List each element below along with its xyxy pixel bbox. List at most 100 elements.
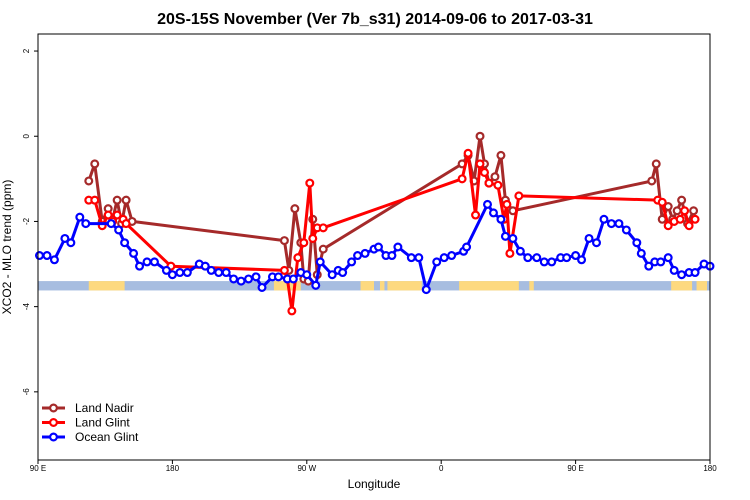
data-point <box>244 274 254 284</box>
data-point <box>273 272 283 282</box>
data-point <box>480 167 490 177</box>
data-point <box>523 253 533 263</box>
data-point <box>657 197 667 207</box>
data-point <box>462 242 472 252</box>
data-point <box>482 199 492 209</box>
data-point <box>562 253 572 263</box>
data-point <box>279 265 289 275</box>
data-point <box>42 251 52 261</box>
x-tick-label: 90 W <box>297 464 316 473</box>
data-point <box>439 253 449 263</box>
legend-item: Land Glint <box>42 416 130 430</box>
x-tick-label: 0 <box>439 464 444 473</box>
data-point <box>488 208 498 218</box>
data-point <box>279 236 289 246</box>
x-tick-label: 180 <box>703 464 717 473</box>
data-point <box>114 225 124 235</box>
data-point <box>200 261 210 271</box>
data-point <box>496 214 506 224</box>
data-point <box>500 231 510 241</box>
data-point <box>142 257 152 267</box>
data-point <box>327 270 337 280</box>
legend-label: Land Glint <box>75 416 130 430</box>
data-point <box>360 248 370 258</box>
data-point <box>121 219 131 229</box>
land-band-segment <box>360 281 374 291</box>
data-point <box>669 265 679 275</box>
data-point <box>684 221 694 231</box>
legend-item: Ocean Glint <box>42 430 139 444</box>
x-tick-label: 90 E <box>30 464 46 473</box>
data-point <box>508 233 518 243</box>
data-point <box>514 191 524 201</box>
land-band-segment <box>379 281 385 291</box>
data-point <box>421 285 431 295</box>
data-point <box>299 238 309 248</box>
data-point <box>532 253 542 263</box>
data-point <box>387 251 397 261</box>
plot-frame <box>37 33 711 461</box>
surface-type-band <box>38 281 710 291</box>
data-point <box>457 174 467 184</box>
series-ocean-glint <box>34 199 715 295</box>
x-tick-label: 180 <box>166 464 180 473</box>
data-point <box>121 195 131 205</box>
data-point <box>149 257 159 267</box>
x-tick-label: 90 E <box>567 464 583 473</box>
x-axis-label: Longitude <box>348 477 401 491</box>
data-point <box>112 195 122 205</box>
data-point <box>689 206 699 216</box>
data-point <box>621 225 631 235</box>
land-band-segment <box>529 281 534 291</box>
data-point <box>475 131 485 141</box>
data-point <box>547 257 557 267</box>
data-point <box>471 210 481 220</box>
land-band-segment <box>459 281 519 291</box>
data-point <box>167 270 177 280</box>
data-point <box>447 251 457 261</box>
data-point <box>690 268 700 278</box>
x-axis-ticks: 90 E 180 90 W 0 90 E 180 <box>30 460 717 473</box>
data-point <box>644 261 654 271</box>
land-band-segment <box>387 281 422 291</box>
data-point <box>584 233 594 243</box>
data-point <box>293 253 303 263</box>
data-point <box>414 253 424 263</box>
data-point <box>493 180 503 190</box>
land-band-segment <box>671 281 693 291</box>
legend-label: Ocean Glint <box>75 430 139 444</box>
data-point <box>308 233 318 243</box>
data-point <box>571 251 581 261</box>
data-point <box>406 253 416 263</box>
data-point <box>84 176 94 186</box>
data-point <box>120 238 130 248</box>
data-point <box>393 242 403 252</box>
data-point <box>338 268 348 278</box>
data-point <box>614 219 624 229</box>
data-point <box>490 172 500 182</box>
data-point <box>60 233 70 243</box>
land-band-segment <box>88 281 125 291</box>
data-point <box>502 199 512 209</box>
legend-swatch-marker <box>48 432 58 442</box>
data-point <box>34 251 44 261</box>
data-point <box>318 244 328 254</box>
y-axis-ticks: 2 0 -2 -4 -6 <box>22 48 38 395</box>
data-point <box>257 282 267 292</box>
data-point <box>161 265 171 275</box>
data-point <box>592 238 602 248</box>
data-point <box>90 159 100 169</box>
data-point <box>505 248 515 258</box>
data-point <box>353 251 363 261</box>
series-layer <box>34 131 715 316</box>
y-tick-label: 2 <box>22 48 31 53</box>
data-point <box>484 178 494 188</box>
data-point <box>315 257 325 267</box>
data-point <box>680 206 690 216</box>
data-point <box>175 268 185 278</box>
legend-label: Land Nadir <box>75 401 134 415</box>
data-point <box>515 246 525 256</box>
data-point <box>318 223 328 233</box>
data-point <box>663 253 673 263</box>
